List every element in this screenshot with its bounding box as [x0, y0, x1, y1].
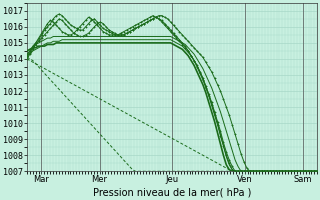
X-axis label: Pression niveau de la mer( hPa ): Pression niveau de la mer( hPa ) — [93, 187, 251, 197]
